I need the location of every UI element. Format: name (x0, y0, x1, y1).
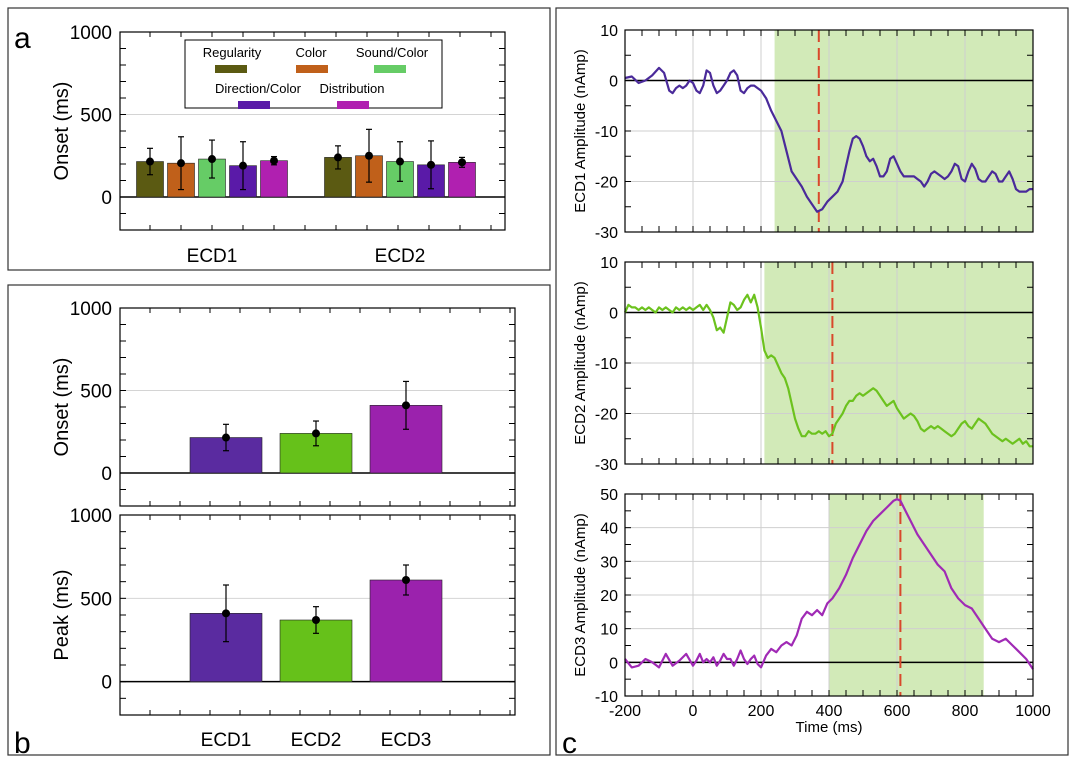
panel-c-frame (555, 7, 1069, 756)
x-tick-label: 800 (952, 703, 979, 720)
x-tick-label: -200 (609, 703, 641, 720)
mean-point (270, 156, 278, 165)
bar (260, 160, 288, 198)
y-tick-label: -10 (595, 356, 618, 373)
mean-point (239, 161, 247, 170)
y-axis-label: ECD3 Amplitude (nAmp) (572, 513, 589, 676)
y-tick-label: 1000 (70, 23, 112, 44)
y-tick-label: 10 (600, 622, 618, 639)
y-axis-label: Onset (ms) (51, 358, 73, 457)
x-tick-label: 0 (689, 703, 698, 720)
y-axis-label: ECD2 Amplitude (nAmp) (572, 281, 589, 444)
y-tick-label: -10 (595, 689, 618, 706)
mean-point (334, 153, 342, 162)
panel-b-frame (7, 284, 551, 756)
y-tick-label: 0 (609, 74, 618, 91)
mean-point (458, 158, 466, 167)
y-tick-label: 500 (80, 589, 112, 610)
y-tick-label: 10 (600, 255, 618, 272)
data-line (624, 66, 1033, 213)
plot-frame (119, 514, 516, 716)
mean-point (312, 616, 320, 624)
mean-point (222, 433, 230, 442)
y-tick-label: -20 (595, 407, 618, 424)
plot-frame (624, 261, 1034, 465)
x-tick-label: ECD2 (375, 246, 426, 267)
plot-frame (624, 493, 1034, 697)
plot-frame (119, 307, 516, 507)
x-tick-label: ECD1 (187, 246, 238, 267)
legend-swatch (337, 101, 369, 109)
chart-c-ecd3: -10 0 10 20 30 40 50 -200 0 200 400 600 800 1000 Time … (572, 487, 1051, 736)
legend-label: Color (295, 45, 327, 60)
plot-frame (624, 29, 1034, 233)
data-line (623, 293, 1033, 448)
legend-swatch (374, 65, 406, 73)
y-tick-label: -30 (595, 457, 618, 474)
chart-b-onset: 0 500 1000 Onset (ms) (51, 299, 516, 507)
mean-point (365, 151, 373, 160)
mean-point (222, 609, 230, 618)
y-tick-label: 10 (600, 23, 618, 40)
mean-point (396, 157, 404, 166)
y-tick-label: 30 (600, 554, 618, 571)
x-tick-label: ECD1 (201, 730, 252, 751)
x-tick-label: ECD2 (291, 730, 342, 751)
panel-a-frame (7, 7, 551, 271)
x-tick-label: 200 (748, 703, 775, 720)
chart-c-ecd2: -30 -20 -10 0 10 ECD2 Amplitude (nAmp) (572, 255, 1034, 474)
legend: Regularity Color Sound/Color Direction/Colo… (184, 39, 443, 109)
x-tick-label: 1000 (1015, 703, 1051, 720)
x-tick-label: 400 (816, 703, 843, 720)
data-line (624, 498, 1034, 670)
x-tick-label: 600 (884, 703, 911, 720)
x-tick-label: ECD3 (381, 730, 432, 751)
y-tick-label: 0 (101, 464, 112, 485)
y-axis-label: ECD1 Amplitude (nAmp) (572, 49, 589, 212)
y-tick-label: 20 (600, 588, 618, 605)
legend-label: Regularity (203, 45, 262, 60)
legend-label: Direction/Color (215, 81, 302, 96)
y-tick-label: 0 (101, 188, 112, 209)
legend-swatch (238, 101, 270, 109)
y-tick-label: -30 (595, 225, 618, 242)
chart-a: 0 500 1000 Onset (ms) ECD1 ECD2 Regularity Colo… (51, 23, 506, 267)
y-axis-label: Onset (ms) (51, 82, 73, 181)
mean-point (402, 401, 410, 410)
y-tick-label: 50 (600, 487, 618, 504)
mean-point (312, 429, 320, 438)
y-tick-label: 1000 (70, 506, 112, 527)
y-tick-label: 500 (80, 106, 112, 127)
y-axis-label: Peak (ms) (51, 569, 73, 660)
legend-box (184, 39, 443, 109)
panel-c-letter: c (562, 727, 577, 757)
chart-c-ecd1: -30 -20 -10 0 10 ECD1 Amplitude (nAmp) (572, 23, 1034, 242)
bar (448, 162, 476, 198)
y-tick-label: -20 (595, 175, 618, 192)
chart-b-peak: 0 500 1000 Peak (ms) ECD1 ECD2 ECD3 (51, 506, 516, 751)
mean-point (146, 157, 154, 166)
mean-point (208, 155, 216, 164)
legend-label: Sound/Color (356, 45, 429, 60)
legend-label: Distribution (319, 81, 384, 96)
y-tick-label: -10 (595, 124, 618, 141)
y-tick-label: 500 (80, 382, 112, 403)
mean-point (402, 576, 410, 584)
legend-swatch (215, 65, 247, 73)
x-axis-label: Time (ms) (796, 719, 863, 736)
panel-b-letter: b (14, 727, 31, 757)
y-tick-label: 0 (101, 673, 112, 694)
y-tick-label: 0 (609, 655, 618, 672)
y-tick-label: 40 (600, 521, 618, 538)
plot-frame (119, 31, 506, 231)
mean-point (427, 160, 435, 169)
mean-point (177, 159, 185, 168)
y-tick-label: 0 (609, 306, 618, 323)
legend-swatch (296, 65, 328, 73)
bar (136, 161, 164, 198)
y-tick-label: 1000 (70, 299, 112, 320)
panel-a-letter: a (14, 22, 31, 55)
